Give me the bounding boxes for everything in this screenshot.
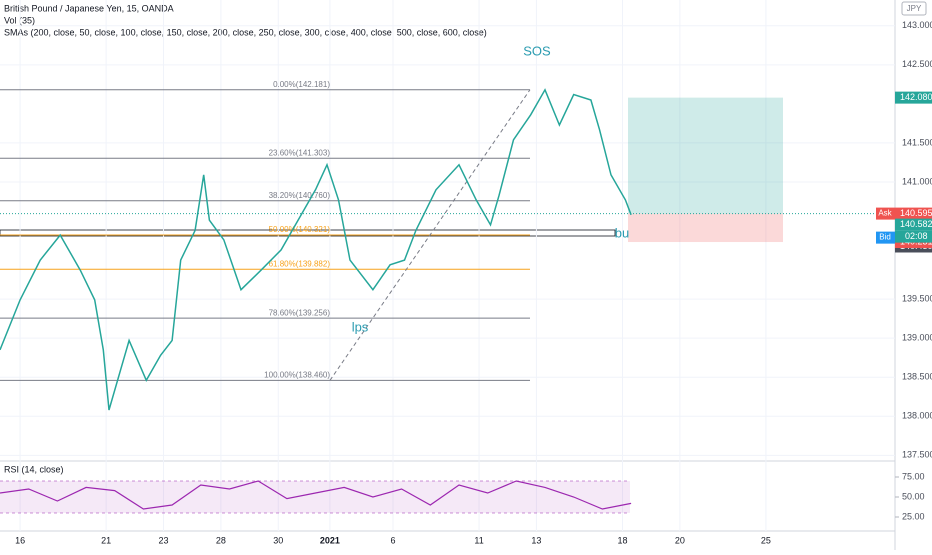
- fib-label: 100.00%(138.460): [264, 370, 330, 379]
- chart-title: British Pound / Japanese Yen, 15, OANDA: [4, 3, 174, 13]
- series-line: [0, 88, 632, 411]
- x-tick-label: 20: [675, 535, 685, 545]
- price-tag-label: 142.080: [900, 92, 932, 102]
- y-tick-label: 139.500: [902, 293, 932, 303]
- x-tick-label: 21: [101, 535, 111, 545]
- price-tag: [895, 207, 932, 220]
- rsi-title: RSI (14, close): [4, 464, 64, 474]
- price-tag-label: 140.582: [900, 219, 932, 229]
- x-tick-label: 28: [216, 535, 226, 545]
- sma-label: SMAs (200, close, 50, close, 100, close,…: [4, 27, 487, 37]
- price-tag-name: Ask: [878, 209, 892, 218]
- annotation: SOS: [523, 43, 551, 58]
- fib-label: 38.20%(140.760): [269, 191, 331, 200]
- countdown-box: [895, 230, 932, 243]
- fib-label: 61.80%(139.882): [269, 259, 331, 268]
- price-tag-side: [876, 231, 895, 244]
- y-tick-label: 138.500: [902, 372, 932, 382]
- x-tick-label: 11: [474, 535, 483, 545]
- price-tag-label: 140.595: [900, 208, 932, 218]
- price-tag: [895, 218, 932, 231]
- x-tick-label: 18: [617, 535, 627, 545]
- y-tick-label: 137.500: [902, 450, 932, 460]
- stop-zone: [628, 213, 783, 243]
- price-tag: [895, 91, 932, 104]
- annotation: lps: [352, 319, 369, 334]
- rsi-tick-label: 50.00: [902, 491, 925, 501]
- volume-label: Vol (35): [4, 15, 35, 25]
- x-tick-label: 2021: [320, 535, 340, 545]
- price-tag-side: [876, 207, 895, 220]
- fib-label: 0.00%(142.181): [273, 80, 330, 89]
- fib-label: 50.00%(140.321): [269, 225, 331, 234]
- target-zone: [628, 97, 783, 214]
- x-tick-label: 6: [390, 535, 395, 545]
- rsi-band: [0, 481, 630, 513]
- x-tick-label: 16: [15, 535, 25, 545]
- y-tick-label: 142.500: [902, 59, 932, 69]
- y-tick-label: 138.000: [902, 411, 932, 421]
- x-tick-label: 30: [273, 535, 283, 545]
- price-tag-name: Bid: [879, 233, 891, 242]
- y-tick-label: 143.000: [902, 20, 932, 30]
- fib-label: 78.60%(139.256): [269, 308, 331, 317]
- rsi-tick-label: 25.00: [902, 511, 925, 521]
- countdown: 02:08: [905, 231, 928, 241]
- y-tick-label: 141.000: [902, 176, 932, 186]
- fib-label: 23.60%(141.303): [269, 148, 331, 157]
- annotation: bu: [615, 225, 629, 240]
- x-tick-label: 13: [531, 535, 541, 545]
- y-tick-label: 141.500: [902, 137, 932, 147]
- rsi-tick-label: 75.00: [902, 471, 925, 481]
- series-line: [0, 480, 632, 510]
- currency-box: [901, 1, 927, 16]
- currency: JPY: [907, 4, 922, 13]
- x-tick-label: 25: [761, 535, 771, 545]
- bu-box: [0, 229, 616, 237]
- y-tick-label: 139.000: [902, 333, 932, 343]
- fib-trend: [329, 89, 531, 381]
- x-tick-label: 23: [159, 535, 169, 545]
